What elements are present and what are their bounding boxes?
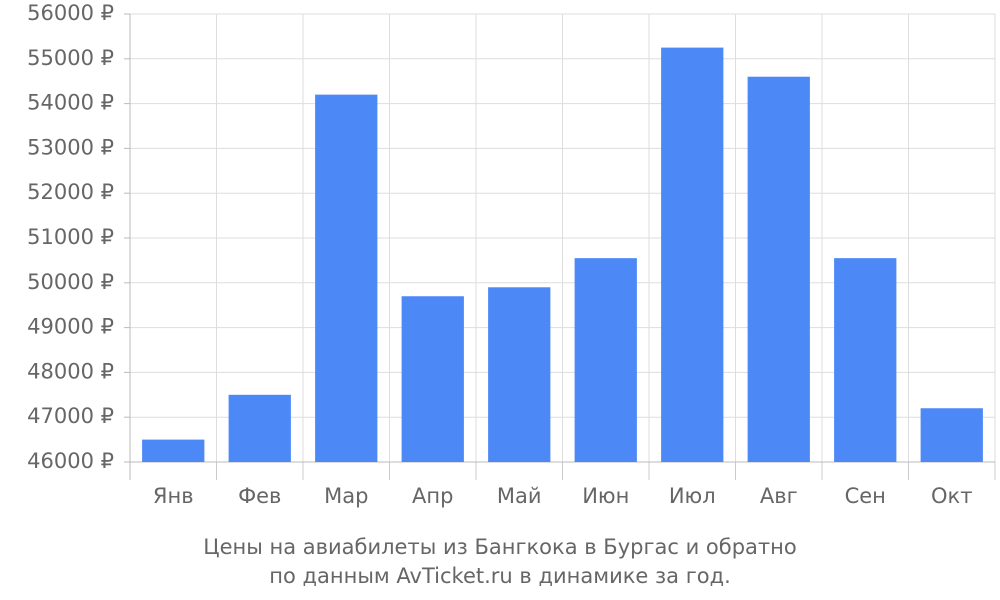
bar bbox=[747, 76, 810, 462]
x-tick-label: Фев bbox=[238, 484, 281, 508]
bar bbox=[834, 258, 897, 462]
y-tick-label: 48000 ₽ bbox=[27, 359, 114, 383]
y-tick-label: 47000 ₽ bbox=[27, 404, 114, 428]
y-tick-label: 55000 ₽ bbox=[27, 46, 114, 70]
x-tick-label: Авг bbox=[760, 484, 798, 508]
caption-line: по данным AvTicket.ru в динамике за год. bbox=[269, 564, 731, 588]
y-tick-label: 52000 ₽ bbox=[27, 180, 114, 204]
x-tick-label: Мар bbox=[324, 484, 368, 508]
bar bbox=[661, 47, 724, 462]
y-tick-label: 46000 ₽ bbox=[27, 449, 114, 473]
x-tick-label: Май bbox=[497, 484, 542, 508]
x-tick-label: Июн bbox=[582, 484, 629, 508]
y-tick-label: 50000 ₽ bbox=[27, 270, 114, 294]
y-tick-label: 53000 ₽ bbox=[27, 135, 114, 159]
bar bbox=[142, 439, 205, 462]
bar bbox=[228, 394, 291, 462]
x-tick-label: Сен bbox=[845, 484, 886, 508]
y-tick-label: 49000 ₽ bbox=[27, 315, 114, 339]
x-tick-label: Окт bbox=[931, 484, 972, 508]
y-tick-label: 54000 ₽ bbox=[27, 91, 114, 115]
caption-line: Цены на авиабилеты из Бангкока в Бургас … bbox=[203, 535, 796, 559]
x-tick-label: Июл bbox=[669, 484, 716, 508]
x-tick-label: Янв bbox=[153, 484, 194, 508]
x-tick-label: Апр bbox=[412, 484, 453, 508]
y-tick-label: 56000 ₽ bbox=[27, 1, 114, 25]
bar bbox=[574, 258, 637, 462]
bar bbox=[488, 287, 551, 462]
bar bbox=[401, 296, 464, 462]
bar bbox=[920, 408, 983, 462]
y-tick-label: 51000 ₽ bbox=[27, 225, 114, 249]
bar bbox=[315, 94, 378, 462]
